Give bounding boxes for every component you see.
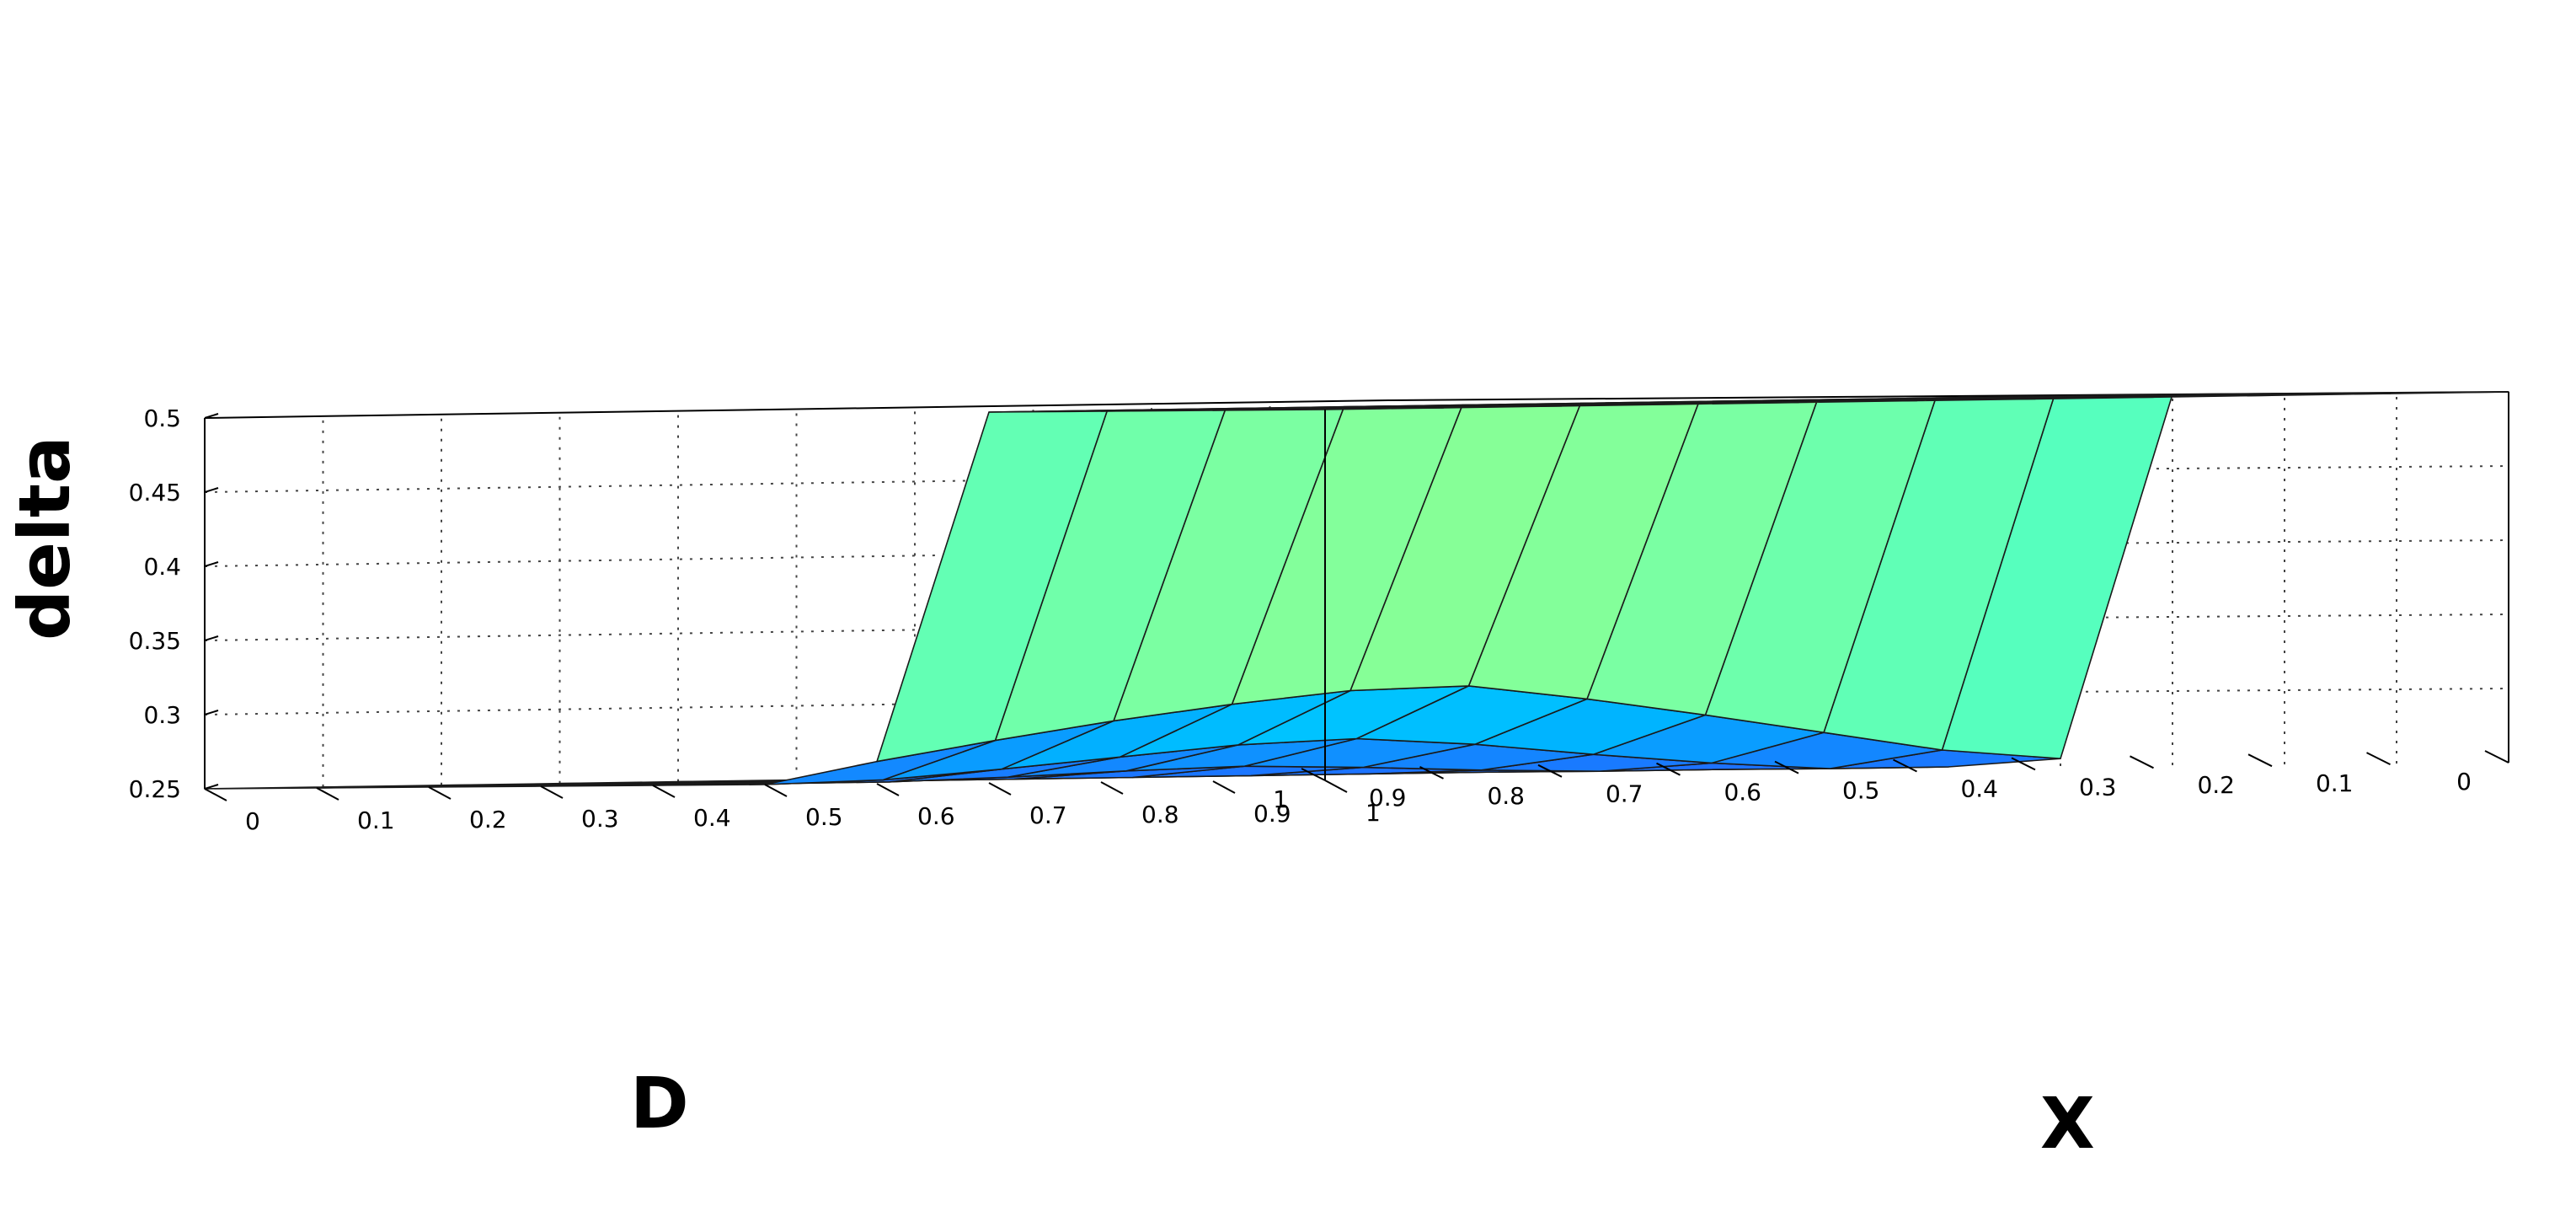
d-tick-label: 1 xyxy=(1273,785,1288,813)
d-tick-mark xyxy=(2247,753,2273,768)
x-tick-label: 0.8 xyxy=(1141,801,1179,828)
z-tick-label: 0.3 xyxy=(143,701,181,729)
d-tick-label: 0.3 xyxy=(2079,773,2117,801)
x-tick-label: 1 xyxy=(1365,799,1381,827)
x-tick-mark xyxy=(1324,780,1348,793)
x-tick-mark xyxy=(316,787,339,801)
x-tick-mark xyxy=(1212,780,1236,794)
d-tick-mark xyxy=(1419,766,1444,780)
d-tick-label: 0.2 xyxy=(2197,771,2235,799)
x-tick-label: 0.7 xyxy=(1029,801,1067,829)
x-tick-label: 0.6 xyxy=(917,802,955,830)
d-tick-mark xyxy=(1537,764,1563,778)
z-tick-mark xyxy=(204,635,219,641)
z-tick-mark xyxy=(204,710,219,715)
x-tick-label: 0 xyxy=(245,807,260,835)
d-tick-label: 0.9 xyxy=(1369,784,1407,812)
x-axis-label: X xyxy=(2040,1082,2095,1165)
d-tick-mark xyxy=(1893,758,1917,773)
d-tick-label: 0.1 xyxy=(2316,769,2354,797)
x-tick-label: 0.4 xyxy=(693,804,731,832)
z-tick-mark xyxy=(204,561,219,567)
z-tick-label: 0.5 xyxy=(143,405,181,432)
x-tick-mark xyxy=(540,785,564,799)
axis-edge-top-left xyxy=(204,399,1389,419)
d-tick-label: 0.5 xyxy=(1842,777,1880,805)
x-tick-mark xyxy=(876,783,900,796)
z-tick-mark xyxy=(204,487,219,493)
z-axis-label: delta xyxy=(3,436,86,640)
d-tick-mark xyxy=(1774,760,1799,774)
z-tick-label: 0.25 xyxy=(129,775,181,803)
d-tick-mark xyxy=(1301,768,1326,781)
d-tick-label: 0.7 xyxy=(1606,780,1643,808)
x-tick-mark xyxy=(1100,781,1124,795)
surface-mesh xyxy=(204,391,2509,790)
d-tick-label: 0.8 xyxy=(1487,782,1525,810)
x-tick-label: 0.5 xyxy=(805,803,843,831)
x-tick-label: 0.1 xyxy=(357,806,395,834)
z-tick-label: 0.45 xyxy=(129,479,181,506)
z-tick-label: 0.4 xyxy=(143,553,181,581)
x-tick-mark xyxy=(204,788,227,801)
d-axis-label: D xyxy=(630,1062,689,1144)
z-tick-label: 0.35 xyxy=(129,627,181,655)
d-tick-mark xyxy=(2130,755,2154,769)
d-tick-mark xyxy=(2366,752,2391,765)
x-tick-label: 0.2 xyxy=(469,806,507,833)
axes-ticks: 0.25 0.3 0.35 0.4 0.45 0.5 0 0.1 0.2 0.3 0.4 0.5 0.6… xyxy=(129,405,2509,835)
d-tick-mark xyxy=(2011,757,2036,771)
z-tick-mark xyxy=(204,413,219,419)
x-tick-mark xyxy=(428,786,452,800)
z-tick-mark xyxy=(204,784,219,790)
d-tick-label: 0.4 xyxy=(1960,774,1998,802)
x-tick-label: 0.9 xyxy=(1253,800,1291,828)
x-tick-mark xyxy=(652,785,676,798)
x-tick-mark xyxy=(988,782,1012,796)
d-tick-label: 0 xyxy=(2456,768,2472,796)
x-tick-label: 0.3 xyxy=(581,805,619,833)
d-tick-mark xyxy=(1656,762,1681,776)
d-tick-label: 0.6 xyxy=(1724,779,1761,806)
x-tick-mark xyxy=(764,784,788,797)
d-tick-mark xyxy=(2484,750,2509,764)
